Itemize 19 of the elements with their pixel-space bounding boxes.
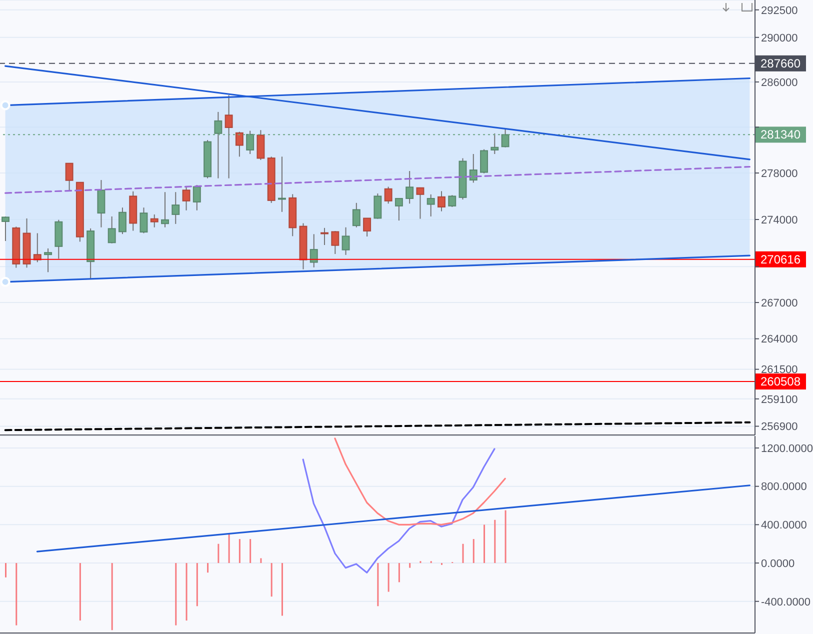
y-tick-label: 1200.0000 — [761, 442, 813, 455]
y-tick-label: 278000 — [761, 168, 798, 180]
y-tick-label: 0.0000 — [761, 558, 795, 570]
ref-line-label: 287660 — [760, 56, 801, 70]
ref-line-label: 260508 — [760, 374, 801, 388]
y-tick-label: 274000 — [761, 214, 798, 226]
y-tick-label: 800.0000 — [761, 481, 807, 494]
y-tick-label: 261500 — [761, 364, 798, 376]
y-tick-label: 259100 — [761, 394, 798, 406]
y-tick-label: 286000 — [761, 76, 798, 89]
y-tick-label: 256900 — [761, 421, 798, 434]
y-tick-label: 264000 — [761, 334, 798, 346]
ref-line-label: 270616 — [760, 252, 801, 266]
y-tick-label: 292500 — [761, 4, 798, 17]
ref-line-label: 281340 — [760, 128, 801, 142]
y-tick-label: 400.0000 — [761, 520, 807, 532]
y-tick-label: 267000 — [761, 297, 798, 310]
y-tick-label: 290000 — [761, 32, 798, 44]
y-tick-label: -400.0000 — [761, 596, 811, 608]
